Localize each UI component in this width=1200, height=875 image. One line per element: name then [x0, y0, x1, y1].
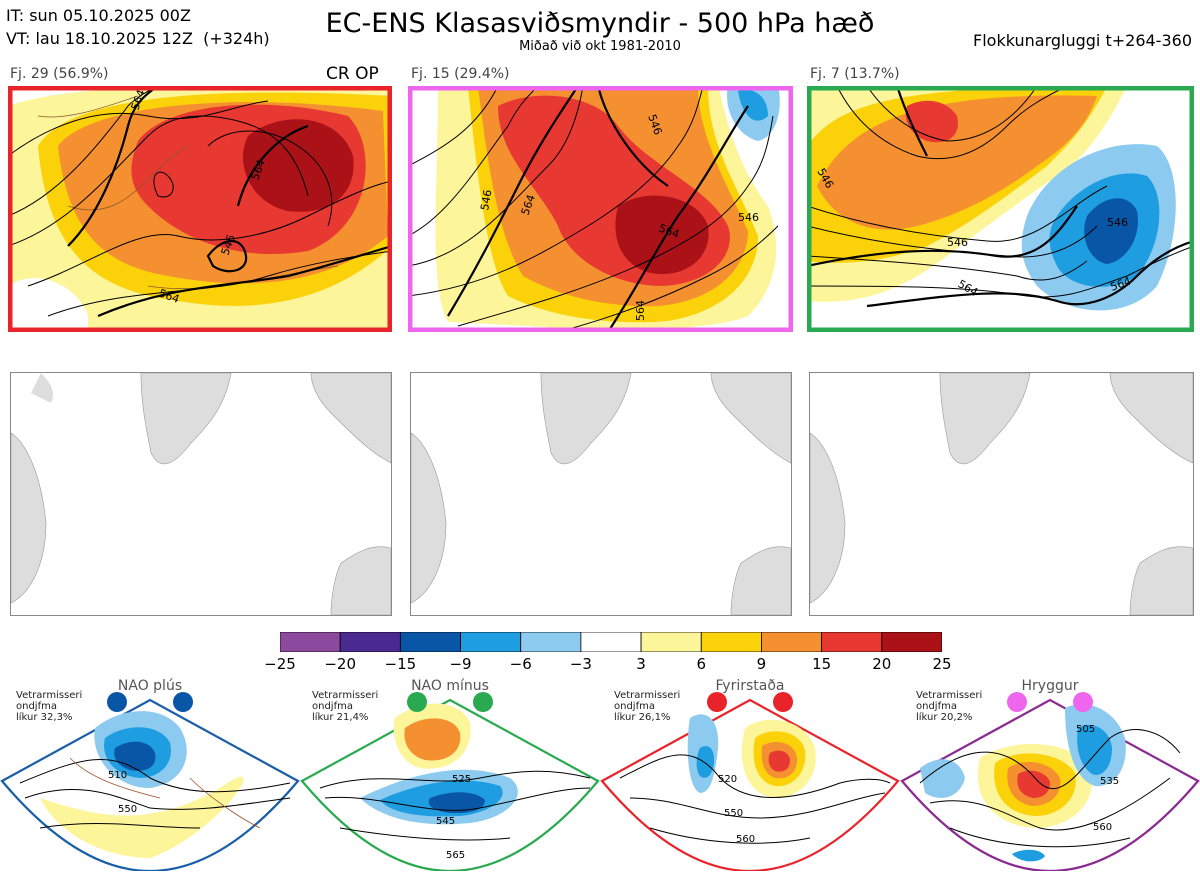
- cluster-3-label: Fj. 7 (13.7%): [810, 66, 900, 82]
- regime-text: Vetrarmisseri ondjfma líkur 21,4%: [312, 690, 379, 723]
- regime-ridge[interactable]: 505 535 560 Hryggur Vetrarmisseri ondjfm…: [900, 678, 1200, 873]
- contour-label: 565: [446, 850, 465, 861]
- colorbar-segment: [761, 631, 823, 653]
- regime-nao-plus[interactable]: 510 550 NAO plús Vetrarmisseri ondjfma l…: [0, 678, 300, 873]
- cluster-1-tag: CR OP: [326, 64, 379, 84]
- colorbar-tick-label: 9: [756, 655, 767, 673]
- colorbar-tick-label: −15: [384, 655, 417, 673]
- colorbar-tick-label: 6: [696, 655, 707, 673]
- cluster-1-border: [8, 86, 392, 332]
- colorbar-segment: [279, 631, 341, 653]
- colorbar-tick-label: −6: [509, 655, 532, 673]
- contour-label: 550: [118, 804, 137, 815]
- contour-label: 525: [452, 774, 471, 785]
- contour-label: 546: [478, 189, 494, 212]
- colorbar-ticks: −25 −20 −15 −9 −6 −3 3 6 9 15 20 25: [260, 655, 962, 675]
- cluster-3-border: [807, 86, 1194, 332]
- colorbar-tick-label: −25: [264, 655, 296, 673]
- colorbar-segment: [339, 631, 401, 653]
- valid-time: VT: lau 18.10.2025 12Z (+324h): [6, 29, 270, 48]
- init-time: IT: sun 05.10.2025 00Z: [6, 6, 191, 25]
- colorbar-segment: [580, 631, 642, 653]
- cluster-2-label: Fj. 15 (29.4%): [411, 66, 510, 82]
- contour-label: 560: [736, 834, 755, 845]
- regime-nao-minus[interactable]: 525 545 565 NAO mínus Vetrarmisseri ondj…: [300, 678, 600, 873]
- contour-label: 564: [634, 300, 647, 321]
- cluster-3-map[interactable]: 546 546 546 564 564: [807, 86, 1194, 332]
- contour-label: 546: [738, 211, 759, 224]
- cluster-2-border: [408, 86, 793, 332]
- colorbar-tick-label: 20: [872, 655, 892, 673]
- empty-map-3[interactable]: [809, 372, 1194, 616]
- regime-text: Vetrarmisseri ondjfma líkur 26,1%: [614, 690, 681, 723]
- page-subtitle: Miðað við okt 1981-2010: [519, 39, 681, 54]
- regime-title: NAO plús: [117, 678, 183, 694]
- contour-label: 520: [718, 774, 737, 785]
- regime-title: NAO mínus: [411, 678, 489, 694]
- colorbar-segment: [520, 631, 582, 653]
- contour-label: 546: [1107, 216, 1128, 229]
- page-title: EC-ENS Klasasviðsmyndir - 500 hPa hæð: [325, 8, 875, 39]
- colorbar-tick-label: 3: [636, 655, 646, 673]
- regime-blocking[interactable]: 520 550 560 Fyrirstaða Vetrarmisseri ond…: [600, 678, 900, 873]
- cluster-2-map[interactable]: 564 546 546 564 546 564: [408, 86, 793, 332]
- colorbar: [279, 631, 943, 653]
- classification-window: Flokkunargluggi t+264-360: [973, 31, 1192, 50]
- colorbar-segment: [881, 631, 943, 653]
- regime-text: Vetrarmisseri ondjfma líkur 20,2%: [916, 690, 983, 723]
- contour-label: 546: [947, 236, 968, 249]
- cluster-1-label: Fj. 29 (56.9%): [10, 66, 109, 82]
- contour-label: 545: [436, 816, 455, 827]
- contour-label: 505: [1076, 724, 1095, 735]
- colorbar-segment: [460, 631, 522, 653]
- colorbar-segment: [640, 631, 702, 653]
- cluster-1-map[interactable]: 564 546 564 564: [8, 86, 392, 332]
- empty-map-1[interactable]: [10, 372, 392, 616]
- colorbar-tick-label: 15: [812, 655, 832, 673]
- colorbar-segment: [399, 631, 461, 653]
- contour-label: 560: [1093, 822, 1112, 833]
- contour-label: 550: [724, 808, 743, 819]
- colorbar-segment: [700, 631, 762, 653]
- regime-title: Hryggur: [1021, 678, 1079, 694]
- colorbar-tick-label: 25: [932, 655, 952, 673]
- colorbar-segment: [821, 631, 883, 653]
- regime-title: Fyrirstaða: [715, 678, 785, 694]
- contour-label: 510: [108, 770, 127, 781]
- contour-label: 535: [1100, 776, 1119, 787]
- colorbar-tick-label: −20: [324, 655, 356, 673]
- colorbar-tick-label: −3: [569, 655, 592, 673]
- empty-map-2[interactable]: [410, 372, 792, 616]
- colorbar-tick-label: −9: [449, 655, 472, 673]
- regime-text: Vetrarmisseri ondjfma líkur 32,3%: [16, 690, 83, 723]
